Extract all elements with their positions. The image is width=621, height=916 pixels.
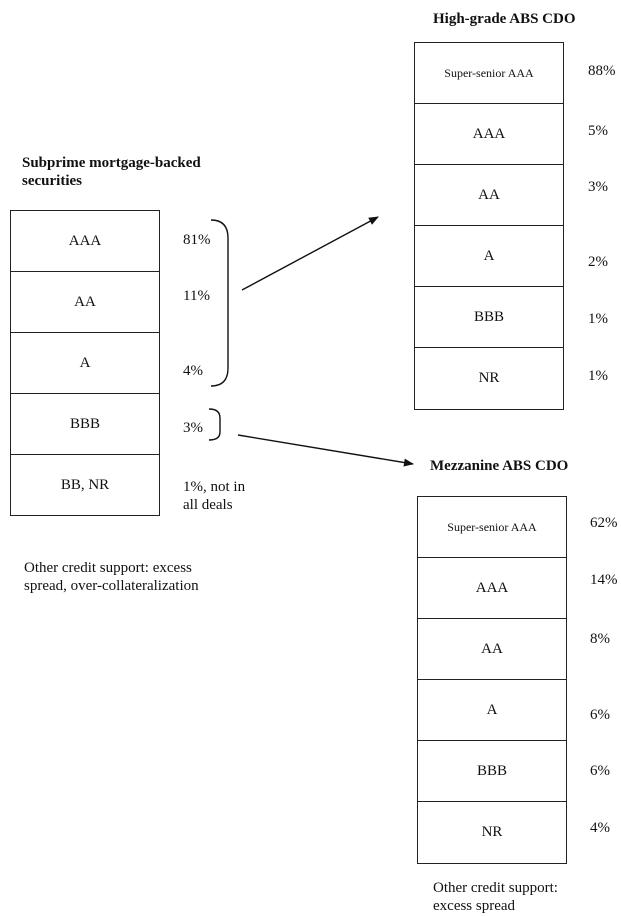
arrow-to-mezzanine xyxy=(237,434,414,467)
high-grade-tranche-super-senior-aaa: Super-senior AAA xyxy=(415,43,563,104)
high-grade-tranche-nr: NR xyxy=(415,348,563,410)
high-grade-pct-a: 2% xyxy=(588,254,608,270)
subprime-tranche-bbb: BBB xyxy=(11,394,159,455)
mezzanine-tranche-bbb: BBB xyxy=(418,741,566,802)
mezzanine-pct-aaa: 14% xyxy=(590,572,618,588)
high-grade-pct-nr: 1% xyxy=(588,368,608,384)
high-grade-tranche-aa: AA xyxy=(415,165,563,226)
mezzanine-pct-a: 6% xyxy=(590,707,610,723)
subprime-tranche-stack: AAA AA A BBB BB, NR xyxy=(10,210,160,516)
subprime-tranche-a: A xyxy=(11,333,159,394)
high-grade-tranche-stack: Super-senior AAA AAA AA A BBB NR xyxy=(414,42,564,410)
bbb-bracket xyxy=(208,408,221,441)
high-grade-tranche-bbb: BBB xyxy=(415,287,563,348)
subprime-pct-a: 4% xyxy=(183,363,203,379)
subprime-tranche-aa: AA xyxy=(11,272,159,333)
mezzanine-tranche-aa: AA xyxy=(418,619,566,680)
subprime-title-line1: Subprime mortgage-backed xyxy=(22,155,201,171)
subprime-tranche-aaa: AAA xyxy=(11,211,159,272)
senior-bracket xyxy=(210,219,229,387)
mezzanine-pct-bbb: 6% xyxy=(590,763,610,779)
high-grade-tranche-aaa: AAA xyxy=(415,104,563,165)
subprime-title: Subprime mortgage-backed securities xyxy=(22,154,201,190)
subprime-note-line1: Other credit support: excess xyxy=(24,560,192,576)
subprime-pct-bb-nr-line2: all deals xyxy=(183,497,233,513)
mezzanine-pct-super-senior-aaa: 62% xyxy=(590,515,618,531)
high-grade-tranche-a: A xyxy=(415,226,563,287)
arrow-to-high-grade xyxy=(241,216,379,291)
mezzanine-credit-support-note: Other credit support: excess spread xyxy=(433,879,558,915)
mezzanine-tranche-stack: Super-senior AAA AAA AA A BBB NR xyxy=(417,496,567,864)
high-grade-pct-super-senior-aaa: 88% xyxy=(588,63,616,79)
subprime-pct-bb-nr: 1%, not in all deals xyxy=(183,478,245,514)
mezzanine-tranche-aaa: AAA xyxy=(418,558,566,619)
subprime-tranche-bb-nr: BB, NR xyxy=(11,455,159,516)
mezzanine-note-line1: Other credit support: xyxy=(433,880,558,896)
mezzanine-pct-nr: 4% xyxy=(590,820,610,836)
subprime-title-line2: securities xyxy=(22,173,82,189)
mezzanine-tranche-super-senior-aaa: Super-senior AAA xyxy=(418,497,566,558)
subprime-credit-support-note: Other credit support: excess spread, ove… xyxy=(24,559,199,595)
high-grade-pct-aaa: 5% xyxy=(588,123,608,139)
subprime-pct-bb-nr-line1: 1%, not in xyxy=(183,479,246,495)
subprime-pct-aaa: 81% xyxy=(183,232,211,248)
mezzanine-title: Mezzanine ABS CDO xyxy=(430,458,569,474)
subprime-note-line2: spread, over-collateralization xyxy=(24,578,199,594)
mezzanine-tranche-nr: NR xyxy=(418,802,566,864)
high-grade-pct-aa: 3% xyxy=(588,179,608,195)
subprime-pct-aa: 11% xyxy=(183,288,210,304)
mezzanine-pct-aa: 8% xyxy=(590,631,610,647)
mezzanine-note-line2: excess spread xyxy=(433,898,516,914)
mezzanine-tranche-a: A xyxy=(418,680,566,741)
high-grade-title: High-grade ABS CDO xyxy=(433,11,576,27)
subprime-pct-bbb: 3% xyxy=(183,420,203,436)
high-grade-pct-bbb: 1% xyxy=(588,311,608,327)
